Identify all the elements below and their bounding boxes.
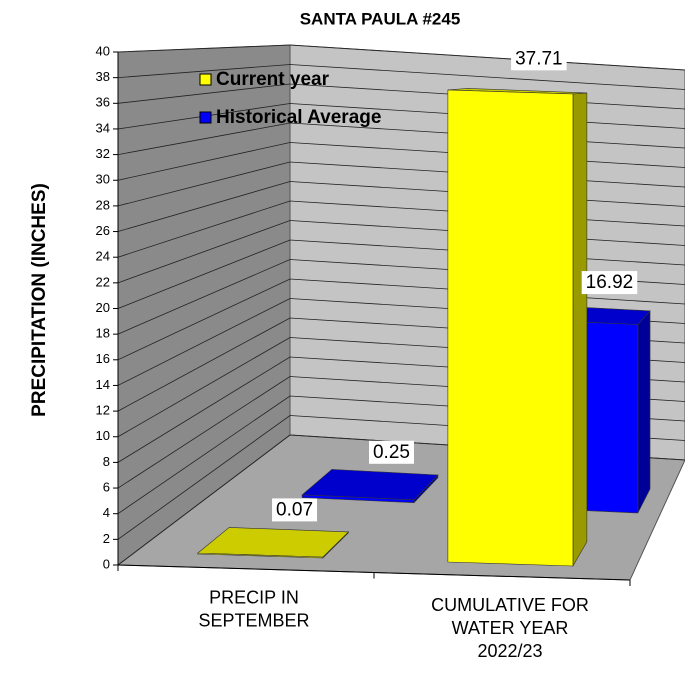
y-axis-title: PRECIPITATION (INCHES) [29, 183, 50, 417]
x-tick-label: PRECIP IN [209, 588, 299, 608]
data-label-box [511, 47, 567, 71]
data-label-box [272, 498, 318, 522]
y-tick-label: 16 [96, 351, 110, 366]
y-tick-label: 14 [96, 377, 110, 392]
y-tick-label: 26 [96, 223, 110, 238]
x-tick-label: WATER YEAR [452, 618, 569, 638]
data-label-box [368, 440, 414, 464]
legend-swatch [199, 73, 212, 86]
y-tick-label: 38 [96, 69, 110, 84]
y-tick-label: 30 [96, 172, 110, 187]
grid-line [117, 64, 685, 90]
y-tick-label: 12 [96, 403, 110, 418]
data-label-box [581, 271, 638, 295]
y-tick-label: 36 [96, 95, 110, 110]
y-tick-label: 8 [103, 454, 110, 469]
y-tick-label: 18 [96, 326, 110, 341]
x-tick-label: 2022/23 [477, 641, 542, 661]
y-tick-label: 32 [96, 146, 110, 161]
data-label: 0.07 [276, 499, 313, 520]
bar [301, 494, 415, 504]
data-label: 16.92 [586, 272, 634, 293]
y-tick-label: 4 [103, 505, 110, 520]
x-tick-label: SEPTEMBER [198, 611, 309, 631]
y-tick-label: 2 [103, 531, 110, 546]
legend-label: Current year [216, 69, 330, 90]
y-tick-label: 24 [96, 249, 110, 264]
y-tick-label: 22 [96, 274, 110, 289]
bar-side [637, 310, 651, 514]
bar [447, 89, 574, 567]
legend-swatch [199, 111, 212, 124]
y-tick-label: 6 [103, 479, 110, 494]
legend-label: Historical Average [216, 107, 381, 128]
data-label: 37.71 [515, 48, 563, 69]
y-tick-label: 28 [96, 197, 110, 212]
y-tick-label: 20 [96, 300, 110, 315]
chart-title: SANTA PAULA #245 [300, 9, 461, 28]
y-tick-label: 0 [103, 556, 110, 571]
y-tick-label: 10 [96, 428, 110, 443]
x-tick-label: CUMULATIVE FOR [431, 595, 589, 615]
bar [197, 552, 324, 559]
y-tick-label: 34 [96, 120, 110, 135]
y-tick-label: 40 [96, 43, 110, 58]
bar-side [572, 92, 588, 568]
data-label: 0.25 [373, 442, 410, 463]
